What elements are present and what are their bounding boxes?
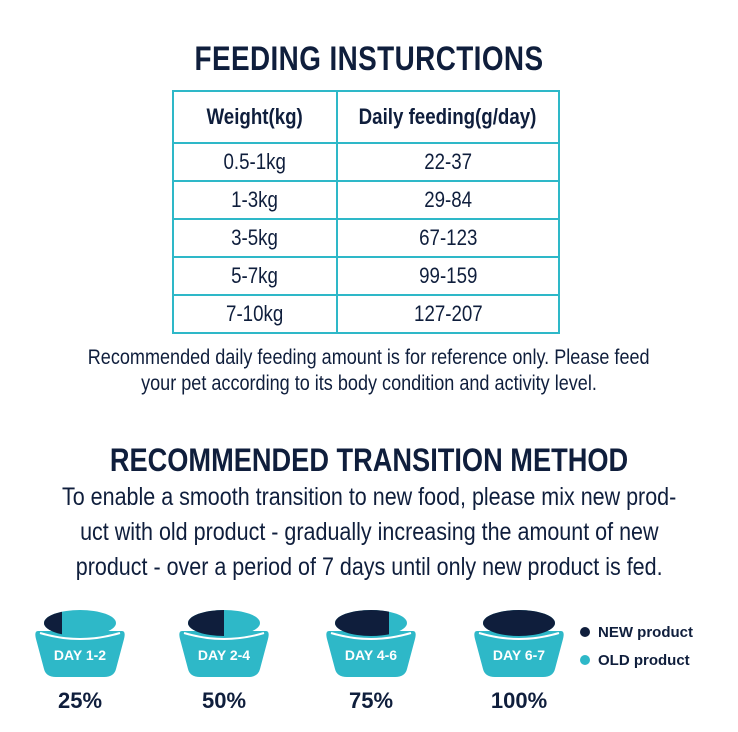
table-row: 5-7kg 99-159 — [172, 256, 560, 296]
legend-label-old: OLD product — [598, 651, 690, 669]
transition-text-line-2: uct with old product - gradually increas… — [79, 518, 659, 546]
percent-label: 100% — [490, 688, 548, 713]
percent-label: 75% — [348, 688, 394, 713]
table-header-row: Weight(kg) Daily feeding(g/day) — [172, 90, 560, 144]
weight-cell: 1-3kg — [172, 180, 338, 220]
percent-label: 25% — [57, 688, 103, 713]
feeding-cell: 29-84 — [336, 180, 560, 220]
percent-label: 50% — [201, 688, 247, 713]
day-label: DAY 4-6 — [344, 647, 398, 663]
table-row: 3-5kg 67-123 — [172, 218, 560, 258]
stage-day-4-6: DAY 4-6 75% — [321, 605, 421, 717]
feeding-cell: 22-37 — [336, 142, 560, 182]
bowl-icon — [326, 610, 416, 677]
navy-dot-icon — [580, 627, 590, 637]
feeding-note-line-2: your pet according to its body condition… — [141, 372, 597, 395]
table-row: 0.5-1kg 22-37 — [172, 142, 560, 182]
weight-cell: 7-10kg — [172, 294, 338, 334]
transition-title: RECOMMENDED TRANSITION METHOD — [109, 442, 629, 478]
feeding-cell: 67-123 — [336, 218, 560, 258]
transition-text: To enable a smooth transition to new foo… — [0, 480, 738, 585]
transition-text-line-3: product - over a period of 7 days until … — [75, 553, 663, 581]
legend: NEW product OLD product — [580, 618, 693, 674]
stage-day-6-7: DAY 6-7 100% — [469, 605, 569, 717]
weight-cell: 3-5kg — [172, 218, 338, 258]
feeding-title: FEEDING INSTURCTIONS — [194, 40, 544, 78]
bowl-icon — [35, 610, 125, 677]
feeding-cell: 99-159 — [336, 256, 560, 296]
legend-item-new: NEW product — [580, 618, 693, 646]
bowl-rim — [478, 632, 560, 640]
table-row: 1-3kg 29-84 — [172, 180, 560, 220]
bowl-rim — [183, 632, 265, 640]
bowl-icon — [179, 610, 269, 677]
table-row: 7-10kg 127-207 — [172, 294, 560, 334]
feeding-cell: 127-207 — [336, 294, 560, 334]
legend-label-new: NEW product — [598, 623, 693, 641]
day-label: DAY 2-4 — [197, 647, 251, 663]
bowl-body — [474, 631, 564, 677]
feeding-table: Weight(kg) Daily feeding(g/day) 0.5-1kg … — [172, 90, 560, 334]
table-header-weight: Weight(kg) — [172, 90, 338, 144]
table-header-daily-feeding: Daily feeding(g/day) — [336, 90, 560, 144]
feeding-note-line-1: Recommended daily feeding amount is for … — [88, 346, 650, 369]
stage-day-2-4: DAY 2-4 50% — [174, 605, 274, 717]
teal-dot-icon — [580, 655, 590, 665]
bowl-rim — [39, 632, 121, 640]
transition-text-line-1: To enable a smooth transition to new foo… — [61, 483, 677, 511]
legend-item-old: OLD product — [580, 646, 693, 674]
new-food-portion — [483, 610, 555, 636]
day-label: DAY 1-2 — [53, 647, 107, 663]
weight-cell: 5-7kg — [172, 256, 338, 296]
bowl-body — [35, 631, 125, 677]
stage-day-1-2: DAY 1-2 25% — [30, 605, 130, 717]
bowl-body — [326, 631, 416, 677]
day-label: DAY 6-7 — [492, 647, 546, 663]
bowl-rim — [330, 632, 412, 640]
bowl-icon — [474, 610, 564, 677]
bowl-body — [179, 631, 269, 677]
weight-cell: 0.5-1kg — [172, 142, 338, 182]
feeding-note: Recommended daily feeding amount is for … — [20, 345, 718, 397]
